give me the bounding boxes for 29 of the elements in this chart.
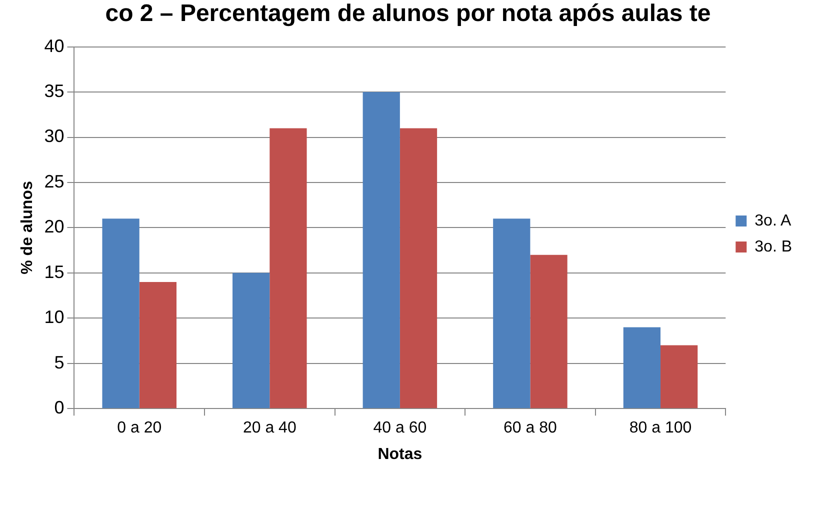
y-tick-label: 30 [44,126,64,146]
y-tick-label: 40 [44,36,64,56]
y-tick-label: 25 [44,171,64,192]
bar [493,218,530,408]
y-tick-label: 35 [44,80,64,101]
y-tick-label: 20 [44,216,64,237]
x-tick-label: 60 a 80 [504,420,558,437]
y-tick-label: 10 [44,307,64,328]
bar [660,345,698,408]
y-axis-title: % de alunos [19,180,36,274]
bar [270,128,307,408]
x-tick-label: 40 a 60 [373,420,427,437]
legend-label: 3o. B [754,238,792,256]
bar [102,218,140,408]
y-tick-label: 15 [44,262,64,282]
bar [623,327,660,408]
y-tick-label: 5 [54,352,64,372]
bar [232,272,270,408]
x-axis-title: Notas [378,446,422,463]
x-tick-label: 80 a 100 [629,420,692,437]
legend-label: 3o. A [754,212,792,230]
x-tick-label: 20 a 40 [242,420,296,437]
bar [362,92,400,408]
chart-title: co 2 – Percentagem de alunos por nota após aulas te [105,0,711,28]
bar [530,254,568,408]
x-tick-label: 0 a 20 [117,420,162,437]
y-tick-label: 0 [54,398,64,418]
bar [139,282,176,408]
bar [400,128,438,408]
